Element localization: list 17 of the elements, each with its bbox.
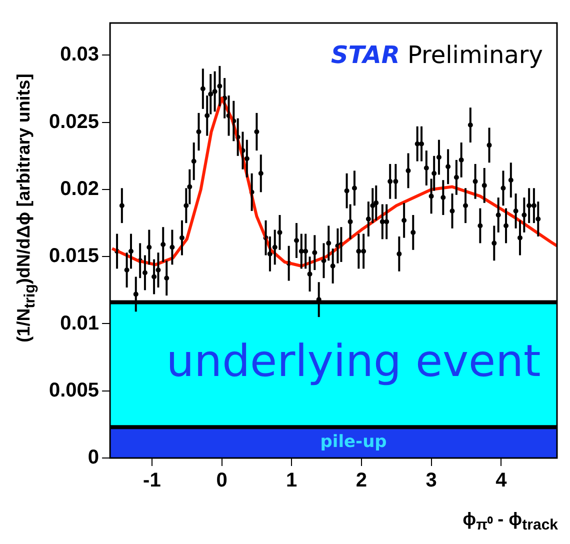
y-tick-label: 0.03 [60, 44, 100, 66]
band-label: pile-up [320, 432, 387, 452]
band-label: underlying event [166, 336, 541, 388]
x-tick-label: 0 [216, 470, 228, 492]
y-tick-label: 0.02 [60, 178, 100, 200]
x-tick-label: 3 [426, 470, 437, 492]
annotation: STAR Preliminary [330, 41, 543, 69]
y-tick-label: 0.015 [48, 245, 100, 268]
y-tick-label: 0.025 [48, 110, 100, 133]
y-tick-label: 0.005 [48, 379, 100, 402]
x-axis-title: ϕ$_{π⁰}$ - ϕ$_{track}$ [462, 509, 558, 534]
x-tick-label: 2 [356, 470, 368, 492]
y-tick-label: 0.01 [60, 312, 100, 334]
x-tick-label: 1 [286, 470, 298, 492]
x-tick-label: 4 [496, 470, 508, 492]
y-tick-label: 0 [88, 446, 100, 469]
x-tick-label: -1 [143, 470, 161, 492]
